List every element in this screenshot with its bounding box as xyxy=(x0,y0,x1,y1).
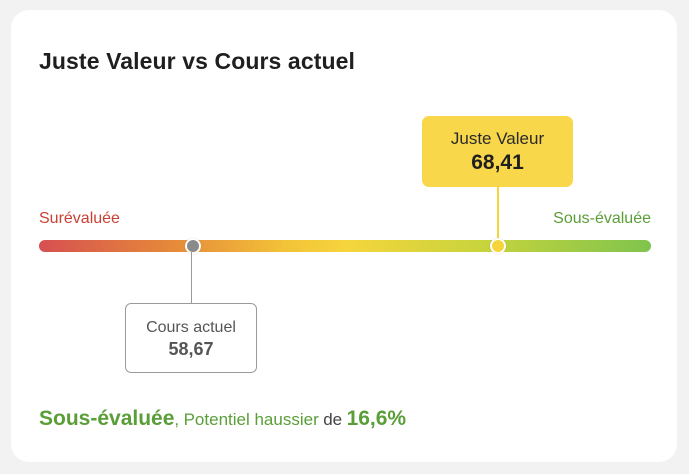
current-price-callout: Cours actuel 58,67 xyxy=(125,303,257,373)
current-price-label: Cours actuel xyxy=(146,319,236,336)
summary-status: Sous-évaluée xyxy=(39,407,175,430)
card-title: Juste Valeur vs Cours actuel xyxy=(39,48,355,74)
overvalued-label: Surévaluée xyxy=(39,210,120,227)
summary-upside-text: Potentiel haussier xyxy=(183,410,319,429)
summary-upside-percent: 16,6% xyxy=(346,407,407,430)
fair-value-connector xyxy=(497,186,499,239)
current-price-amount: 58,67 xyxy=(168,339,214,359)
summary-connector: de xyxy=(323,410,343,429)
current-price-connector xyxy=(191,252,192,304)
fair-value-callout: Juste Valeur 68,41 xyxy=(422,116,573,187)
summary-comma: , xyxy=(174,410,180,429)
valuation-gradient-bar xyxy=(39,240,651,252)
valuation-card xyxy=(11,10,677,462)
valuation-summary: Sous-évaluée, Potentiel haussier de 16,6… xyxy=(39,407,406,431)
undervalued-label: Sous-évaluée xyxy=(553,210,651,227)
fair-value-amount: 68,41 xyxy=(471,151,524,174)
current-price-marker xyxy=(185,238,201,254)
fair-value-label: Juste Valeur xyxy=(450,129,545,148)
fair-value-marker xyxy=(490,238,506,254)
